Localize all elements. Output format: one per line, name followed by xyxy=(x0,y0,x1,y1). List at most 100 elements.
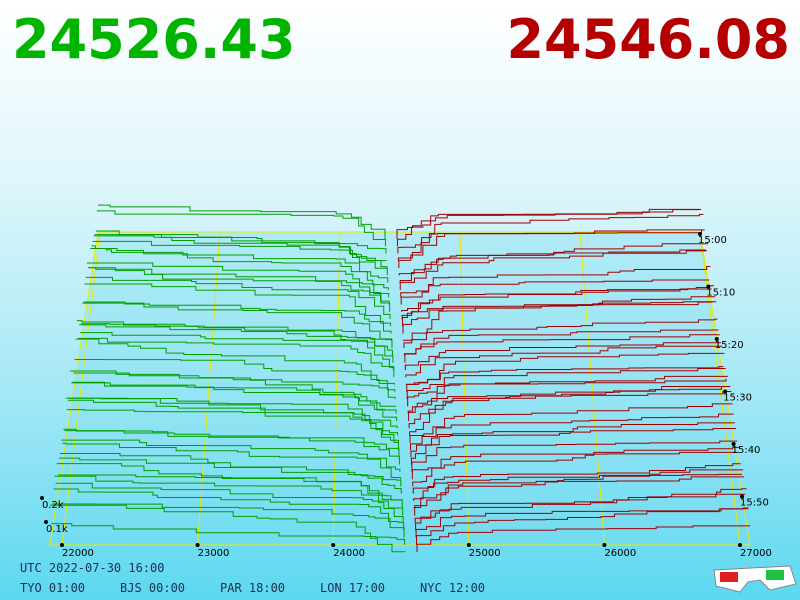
ask-curve xyxy=(415,488,747,531)
ask-curve xyxy=(406,352,725,392)
ask-curve xyxy=(408,385,731,429)
price-tick-label: 24000 xyxy=(333,548,365,559)
ask-curve xyxy=(406,367,726,400)
volume-tick xyxy=(44,520,48,524)
time-tick xyxy=(723,389,728,394)
price-tick xyxy=(738,543,742,547)
time-tick xyxy=(714,337,719,341)
ask-curve xyxy=(412,463,741,494)
ask-curve xyxy=(399,243,709,290)
bid-curve xyxy=(79,324,394,363)
bid-curve xyxy=(83,301,392,334)
bid-curve xyxy=(84,283,392,327)
bid-curve xyxy=(71,382,397,414)
ask-curve xyxy=(407,378,727,407)
ask-curve xyxy=(409,403,733,443)
price-grid-line xyxy=(699,231,741,546)
time-tick xyxy=(706,284,711,289)
ask-curve xyxy=(404,334,720,363)
price-tick xyxy=(602,543,607,547)
bid-curve xyxy=(77,337,394,371)
price-tick xyxy=(195,543,200,547)
bid-curve xyxy=(58,457,402,494)
price-tick-label: 22000 xyxy=(62,548,94,559)
volume-tick-label: 0.1k xyxy=(46,524,68,535)
ask-curve xyxy=(399,250,707,283)
price-tick-label: 26000 xyxy=(604,548,636,559)
bid-curve xyxy=(55,482,404,516)
time-tick-label: 15:40 xyxy=(732,445,761,456)
ask-curve xyxy=(403,301,717,341)
bid-curve xyxy=(86,262,391,312)
bid-curve xyxy=(91,245,389,283)
time-tick xyxy=(731,442,736,446)
bid-curve xyxy=(95,230,387,254)
ask-curve xyxy=(413,473,742,502)
bid-curve xyxy=(61,439,401,480)
bid-curve xyxy=(81,323,393,349)
bid-curve xyxy=(51,523,406,545)
bid-curve xyxy=(94,234,387,262)
bid-curve xyxy=(50,504,406,553)
bid-curve xyxy=(89,267,390,298)
ask-curve xyxy=(404,342,721,371)
ask-curve xyxy=(416,525,750,552)
ask-curve xyxy=(413,469,744,509)
volume-tick xyxy=(40,496,44,500)
bid-curve xyxy=(74,358,396,392)
city-clock: NYC 12:00 xyxy=(420,581,485,595)
price-tick-label: 27000 xyxy=(740,548,772,559)
bid-curve xyxy=(52,503,405,538)
bid-curve xyxy=(87,267,390,305)
ask-curve xyxy=(411,440,738,472)
price-grid-line xyxy=(579,231,605,546)
bid-curve xyxy=(76,320,395,378)
bid-curve xyxy=(62,442,401,472)
ask-curve xyxy=(397,229,703,254)
time-tick-label: 15:00 xyxy=(698,235,727,246)
price-tick xyxy=(60,543,64,547)
bid-curve xyxy=(90,248,389,290)
city-clock: PAR 18:00 xyxy=(220,581,285,595)
price-tick-label: 25000 xyxy=(469,548,501,559)
bid-curve xyxy=(63,428,400,465)
ask-curve xyxy=(401,288,712,312)
ask-curve xyxy=(396,208,702,247)
bid-curve xyxy=(64,430,400,458)
bid-curve xyxy=(54,475,404,523)
ask-price: 24546.08 xyxy=(506,8,790,71)
ask-curve xyxy=(405,345,723,378)
price-tick xyxy=(466,543,471,547)
price-tick-label: 23000 xyxy=(198,548,230,559)
ask-curve xyxy=(414,476,745,516)
labels: 22000 23000 24000 25000 26000 27000 15:00 15:10… xyxy=(40,232,772,559)
glasses-icon[interactable] xyxy=(713,565,797,593)
utc-time: UTC 2022-07-30 16:00 xyxy=(20,561,165,575)
bid-curve xyxy=(65,397,399,451)
time-tick xyxy=(698,232,702,236)
bid-price: 24526.43 xyxy=(12,8,296,71)
ask-curve xyxy=(402,285,714,327)
ask-curve xyxy=(416,507,749,545)
bid-curve xyxy=(70,370,398,421)
volume-tick-label: 0.2k xyxy=(42,500,64,511)
city-clock: BJS 00:00 xyxy=(120,581,185,595)
ask-curve xyxy=(409,390,732,436)
ask-curve xyxy=(400,279,710,298)
bid-curve xyxy=(60,453,402,487)
bid-curve xyxy=(93,235,388,269)
price-grid-line xyxy=(332,231,341,546)
bid-curve xyxy=(75,338,395,385)
bid-curve xyxy=(82,302,393,341)
ask-curve xyxy=(412,446,740,487)
ask-curve xyxy=(398,229,705,269)
city-clock: TYO 01:00 xyxy=(20,581,85,595)
ask-curve xyxy=(403,318,718,349)
time-tick xyxy=(740,494,744,499)
bid-curve xyxy=(73,372,396,400)
time-tick-label: 15:20 xyxy=(715,340,744,351)
bid-curve xyxy=(53,488,405,531)
bid-curve xyxy=(66,409,399,443)
